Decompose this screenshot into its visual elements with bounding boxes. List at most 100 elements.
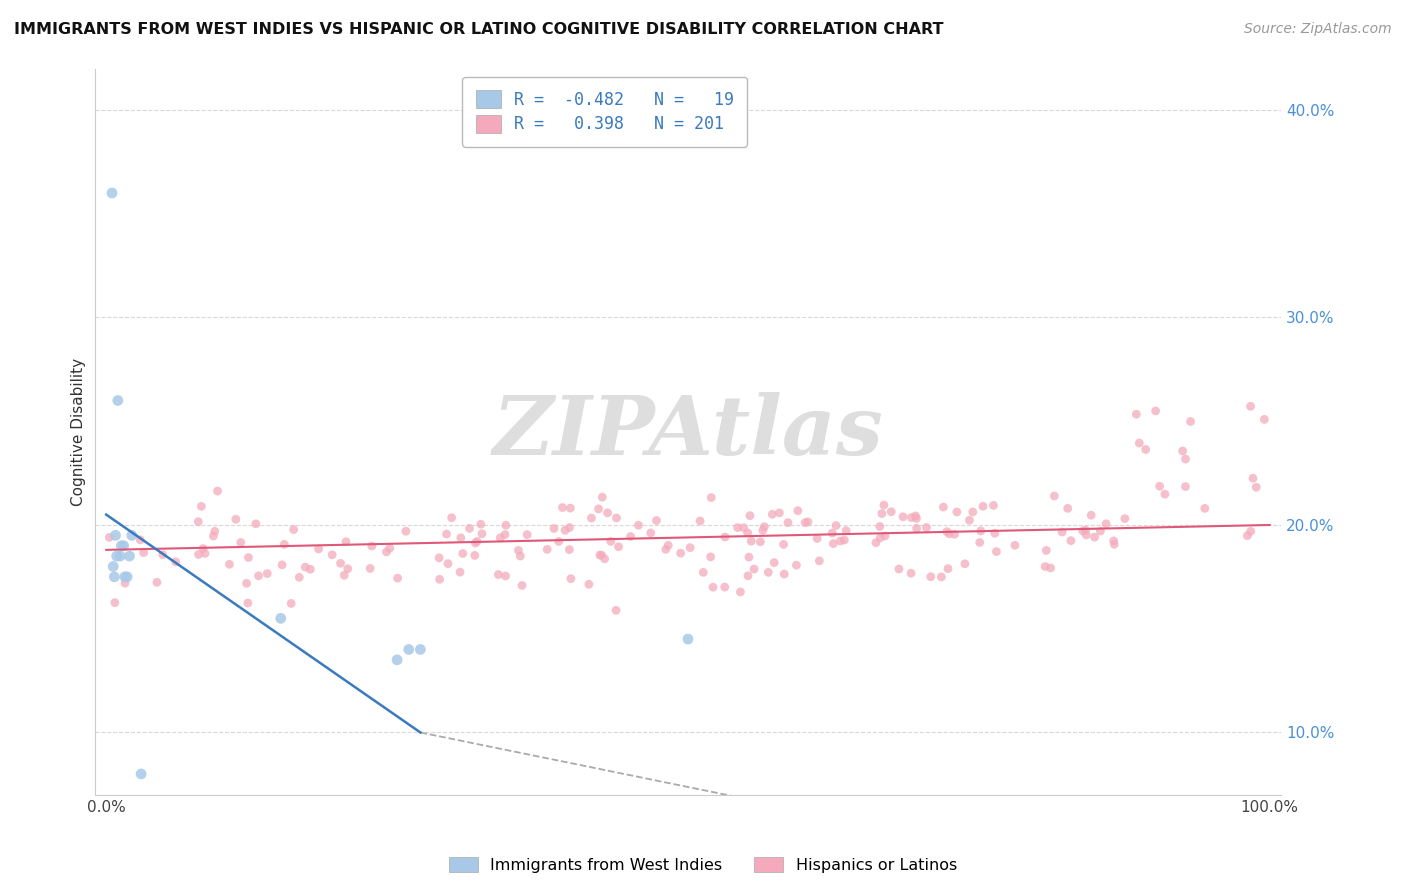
- Point: [607, 540, 630, 554]
- Text: ZIPAtlas: ZIPAtlas: [492, 392, 883, 472]
- Point: [943, 527, 966, 541]
- Point: [378, 541, 401, 556]
- Point: [669, 546, 692, 560]
- Point: [1135, 442, 1157, 457]
- Point: [202, 529, 225, 543]
- Point: [509, 549, 531, 563]
- Point: [700, 491, 723, 505]
- Point: [870, 507, 893, 521]
- Point: [936, 562, 959, 576]
- Point: [335, 534, 357, 549]
- Point: [1174, 452, 1197, 467]
- Point: [104, 528, 127, 542]
- Point: [1083, 530, 1105, 544]
- Point: [1074, 523, 1097, 537]
- Point: [986, 544, 1008, 558]
- Point: [236, 596, 259, 610]
- Point: [129, 533, 152, 547]
- Point: [1056, 501, 1078, 516]
- Point: [471, 526, 494, 541]
- Point: [105, 549, 128, 563]
- Point: [436, 527, 458, 541]
- Point: [578, 577, 600, 591]
- Point: [495, 518, 517, 533]
- Point: [1240, 524, 1263, 539]
- Point: [1076, 528, 1098, 542]
- Point: [713, 580, 735, 594]
- Point: [235, 576, 257, 591]
- Point: [737, 525, 759, 540]
- Point: [657, 538, 679, 552]
- Point: [98, 531, 121, 545]
- Point: [187, 548, 209, 562]
- Point: [1241, 471, 1264, 485]
- Point: [931, 570, 953, 584]
- Point: [581, 511, 603, 525]
- Point: [953, 557, 976, 571]
- Point: [588, 502, 610, 516]
- Point: [905, 511, 928, 525]
- Point: [429, 572, 451, 586]
- Point: [558, 542, 581, 557]
- Point: [742, 562, 765, 576]
- Point: [543, 521, 565, 535]
- Point: [536, 542, 558, 557]
- Point: [887, 562, 910, 576]
- Point: [190, 500, 212, 514]
- Point: [738, 550, 761, 565]
- Point: [204, 524, 226, 539]
- Point: [449, 565, 471, 579]
- Point: [786, 503, 808, 517]
- Point: [676, 632, 699, 646]
- Point: [440, 510, 463, 524]
- Point: [740, 534, 762, 549]
- Point: [900, 566, 922, 581]
- Point: [692, 566, 714, 580]
- Point: [470, 517, 492, 532]
- Point: [229, 535, 252, 549]
- Point: [984, 526, 1007, 541]
- Point: [761, 508, 783, 522]
- Point: [873, 529, 896, 543]
- Point: [238, 550, 260, 565]
- Point: [627, 518, 650, 533]
- Point: [194, 546, 217, 560]
- Point: [288, 570, 311, 584]
- Point: [247, 569, 270, 583]
- Point: [727, 520, 749, 534]
- Point: [605, 511, 627, 525]
- Point: [969, 535, 991, 549]
- Point: [699, 549, 721, 564]
- Point: [834, 533, 856, 547]
- Point: [738, 508, 761, 523]
- Point: [465, 534, 488, 549]
- Point: [121, 528, 143, 542]
- Legend: R =  -0.482   N =   19, R =   0.398   N = 201: R = -0.482 N = 19, R = 0.398 N = 201: [463, 77, 748, 146]
- Point: [619, 529, 641, 543]
- Point: [464, 549, 486, 563]
- Point: [450, 531, 472, 545]
- Point: [129, 767, 152, 781]
- Point: [1154, 487, 1177, 501]
- Point: [869, 519, 891, 533]
- Point: [458, 521, 481, 535]
- Point: [591, 548, 613, 562]
- Point: [207, 483, 229, 498]
- Point: [1102, 533, 1125, 548]
- Text: IMMIGRANTS FROM WEST INDIES VS HISPANIC OR LATINO COGNITIVE DISABILITY CORRELATI: IMMIGRANTS FROM WEST INDIES VS HISPANIC …: [14, 22, 943, 37]
- Point: [776, 516, 799, 530]
- Point: [752, 523, 775, 537]
- Point: [679, 541, 702, 555]
- Point: [486, 567, 509, 582]
- Point: [1194, 501, 1216, 516]
- Point: [835, 524, 858, 538]
- Point: [516, 527, 538, 541]
- Point: [1035, 543, 1057, 558]
- Point: [152, 548, 174, 562]
- Point: [932, 500, 955, 514]
- Point: [427, 550, 450, 565]
- Point: [749, 534, 772, 549]
- Point: [385, 653, 408, 667]
- Point: [1071, 524, 1094, 538]
- Point: [773, 567, 796, 582]
